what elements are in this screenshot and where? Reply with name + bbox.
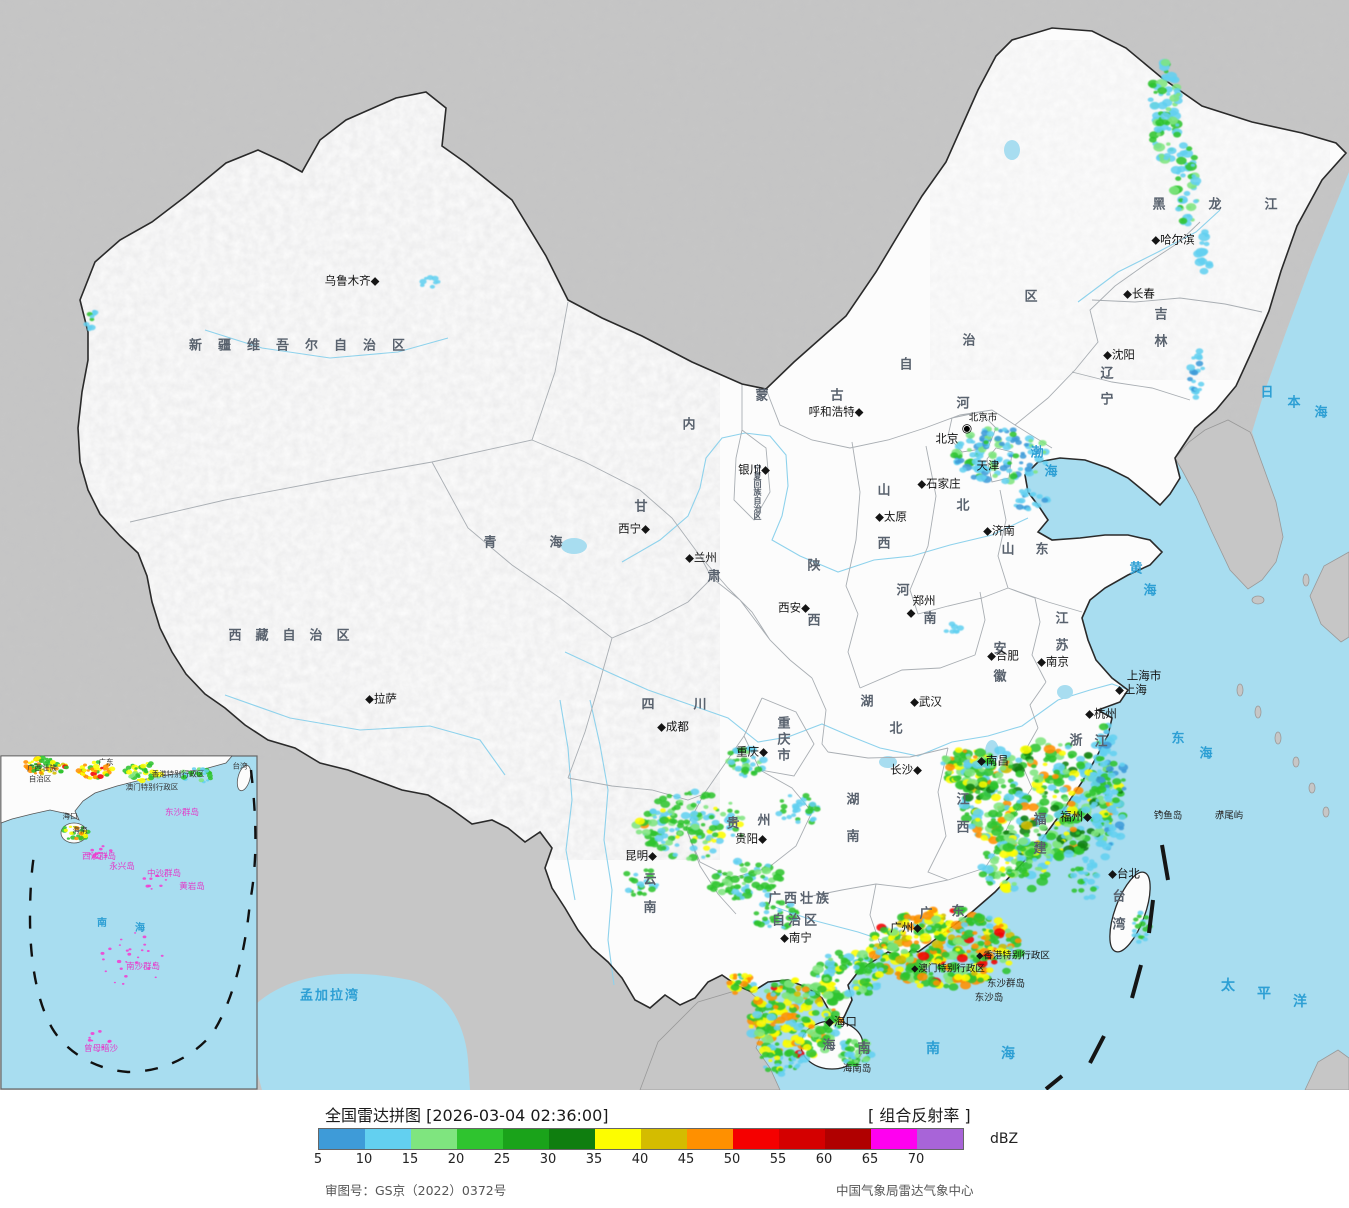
jeju-island xyxy=(1251,595,1265,605)
radar-echo-layer xyxy=(83,58,1214,1077)
dbz-value: 70 xyxy=(907,1152,925,1167)
rivers xyxy=(204,209,1221,986)
dbz-cell-55 xyxy=(779,1129,825,1149)
dbz-value: 45 xyxy=(677,1152,695,1167)
tsushima-island xyxy=(1302,573,1310,587)
luzon xyxy=(1304,1049,1349,1090)
dbz-value: 60 xyxy=(815,1152,833,1167)
province-boundaries xyxy=(129,221,1263,963)
dbz-cell-5 xyxy=(319,1129,365,1149)
dbz-value: 20 xyxy=(447,1152,465,1167)
ocean-east-south xyxy=(640,172,1349,1090)
agency-label: 中国气象局雷达气象中心 xyxy=(836,1183,974,1198)
dbz-value: 65 xyxy=(861,1152,879,1167)
dbz-value: 10 xyxy=(355,1152,373,1167)
diaoyu-dot xyxy=(1158,810,1162,814)
dbz-cell-15 xyxy=(411,1129,457,1149)
korea-peninsula xyxy=(1174,419,1284,590)
nine-dash-line xyxy=(28,769,257,1074)
dbz-cell-30 xyxy=(549,1129,595,1149)
map-title: 全国雷达拼图 [2026-03-04 02:36:00] xyxy=(325,1106,609,1125)
dbz-unit: dBZ xyxy=(990,1131,1019,1147)
inset-mainland xyxy=(0,755,233,824)
dbz-values: 5 10 15 20 25 30 35 40 45 50 55 60 65 70 xyxy=(295,1152,939,1167)
south-china-sea-inset xyxy=(0,755,258,1090)
dbz-cell-10 xyxy=(365,1129,411,1149)
dbz-cell-70 xyxy=(917,1129,963,1149)
lakes xyxy=(561,140,1073,768)
dbz-cell-25 xyxy=(503,1129,549,1149)
bay-of-bengal xyxy=(250,973,470,1090)
dbz-value: 5 xyxy=(313,1152,323,1167)
dbz-color-scale xyxy=(318,1128,964,1150)
dbz-cell-35 xyxy=(595,1129,641,1149)
product-label: [ 组合反射率 ] xyxy=(868,1106,971,1125)
legend-panel: 全国雷达拼图 [2026-03-04 02:36:00] [ 组合反射率 ] d… xyxy=(0,1090,1349,1208)
china-radar-map xyxy=(0,0,1349,1090)
dbz-value: 15 xyxy=(401,1152,419,1167)
dbz-cell-60 xyxy=(825,1129,871,1149)
dbz-cell-20 xyxy=(457,1129,503,1149)
inset-echo-layer xyxy=(23,755,213,1049)
inset-taiwan xyxy=(236,764,252,792)
dbz-cell-65 xyxy=(871,1129,917,1149)
dbz-value: 55 xyxy=(769,1152,787,1167)
dash-line-main xyxy=(1044,844,1170,1090)
dbz-value: 50 xyxy=(723,1152,741,1167)
dbz-cell-40 xyxy=(641,1129,687,1149)
chiwei-dot xyxy=(1220,810,1224,814)
kyushu xyxy=(1309,551,1349,643)
map-canvas: 新疆维吾尔自治区 西藏自治区黑龙江吉林辽宁内蒙古自治区甘肃青海宁夏回族自治区河北山… xyxy=(0,0,1349,1090)
dbz-value: 25 xyxy=(493,1152,511,1167)
dbz-cell-50 xyxy=(733,1129,779,1149)
dbz-value: 35 xyxy=(585,1152,603,1167)
dbz-value: 40 xyxy=(631,1152,649,1167)
dbz-cell-45 xyxy=(687,1129,733,1149)
foreign-land xyxy=(639,419,1349,1090)
approval-number: 审图号：GS京（2022）0372号 xyxy=(325,1183,507,1198)
dbz-value: 30 xyxy=(539,1152,557,1167)
